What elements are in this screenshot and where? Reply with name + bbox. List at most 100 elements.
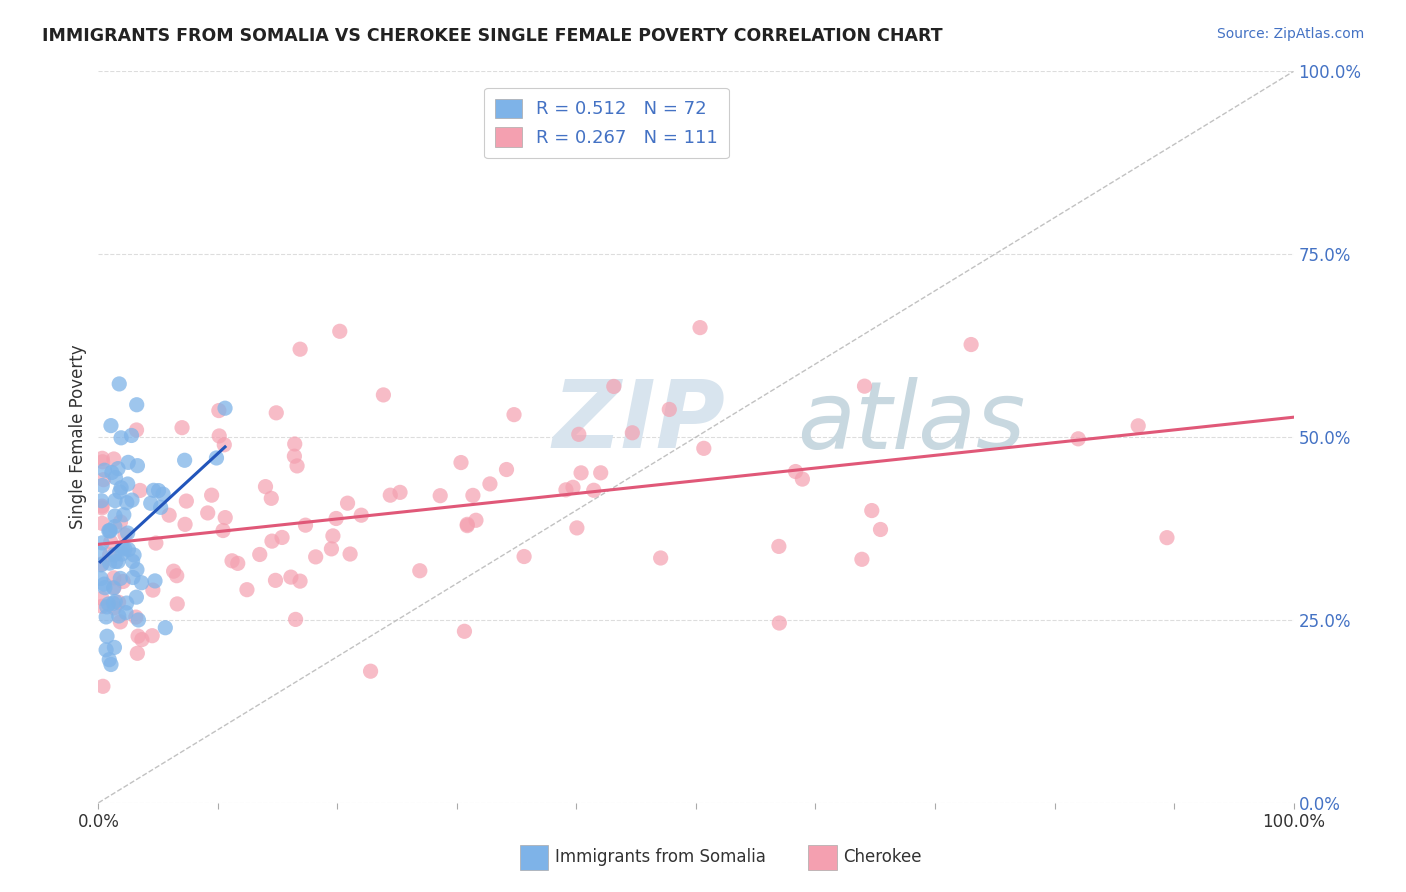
Point (283, 449, 305, 463)
Point (115, 606, 138, 620)
Point (478, 477, 501, 491)
Point (465, 513, 488, 527)
Point (208, 429, 231, 443)
Point (1067, 432, 1090, 446)
Point (503, 408, 526, 422)
Point (689, 320, 711, 334)
Point (103, 548, 125, 562)
Point (97, 597, 120, 611)
Point (112, 508, 135, 522)
Point (108, 484, 131, 499)
Legend: R = 0.512   N = 72, R = 0.267   N = 111: R = 0.512 N = 72, R = 0.267 N = 111 (484, 87, 728, 158)
Point (142, 483, 165, 498)
Point (103, 600, 125, 615)
Point (114, 528, 136, 542)
Point (127, 629, 149, 643)
Point (305, 549, 328, 564)
Point (115, 496, 138, 510)
Point (288, 574, 311, 589)
Point (221, 554, 243, 568)
Point (91, 499, 114, 513)
Point (249, 548, 271, 562)
Point (260, 491, 283, 506)
Point (110, 481, 132, 495)
Point (565, 521, 588, 535)
Point (285, 458, 308, 473)
Text: Source: ZipAtlas.com: Source: ZipAtlas.com (1216, 27, 1364, 41)
Point (96, 629, 118, 643)
Y-axis label: Single Female Poverty: Single Female Poverty (69, 345, 87, 529)
Point (104, 470, 127, 484)
Point (121, 428, 143, 442)
Point (373, 388, 395, 402)
Point (201, 488, 224, 502)
Point (103, 452, 125, 467)
Point (1156, 531, 1178, 545)
Point (322, 529, 344, 543)
Point (141, 629, 163, 643)
Point (860, 503, 883, 517)
Point (170, 420, 193, 434)
Point (409, 564, 432, 578)
Point (380, 488, 402, 502)
Point (91, 516, 114, 531)
Point (650, 551, 672, 566)
Point (103, 640, 125, 655)
Point (125, 590, 148, 604)
Point (107, 609, 129, 624)
Point (100, 535, 122, 549)
Point (145, 536, 167, 550)
Point (125, 563, 148, 577)
Point (621, 425, 644, 440)
Point (108, 376, 131, 391)
Point (129, 483, 152, 498)
Point (117, 477, 139, 491)
Point (110, 431, 132, 445)
Point (103, 581, 125, 595)
Point (121, 554, 143, 568)
Point (131, 575, 153, 590)
Point (254, 480, 277, 494)
Point (152, 487, 174, 501)
Point (785, 465, 807, 479)
Point (271, 531, 294, 545)
Point (91, 455, 114, 469)
Point (555, 483, 578, 497)
Point (100, 418, 122, 433)
Point (125, 423, 148, 437)
Point (104, 508, 127, 523)
Point (98, 556, 121, 570)
Point (176, 494, 198, 508)
Point (288, 342, 311, 356)
Point (122, 548, 145, 562)
Point (100, 657, 122, 672)
Point (90, 558, 112, 572)
Point (131, 632, 153, 647)
Point (461, 488, 484, 502)
Point (110, 615, 132, 629)
Point (101, 466, 124, 480)
Point (121, 493, 143, 508)
Point (149, 500, 172, 515)
Point (562, 480, 585, 494)
Point (589, 466, 612, 480)
Text: atlas: atlas (797, 377, 1026, 468)
Point (173, 453, 195, 467)
Point (214, 510, 236, 524)
Point (294, 518, 316, 533)
Point (389, 485, 412, 500)
Point (93, 577, 115, 591)
Point (869, 523, 891, 537)
Point (90, 493, 112, 508)
Point (94, 643, 117, 657)
Point (93, 473, 115, 487)
Point (456, 518, 478, 533)
Point (157, 508, 180, 523)
Point (212, 524, 235, 538)
Point (112, 574, 135, 589)
Point (143, 574, 166, 588)
Point (103, 581, 125, 595)
Text: ZIP: ZIP (553, 376, 725, 468)
Point (264, 574, 287, 588)
Point (960, 337, 983, 351)
